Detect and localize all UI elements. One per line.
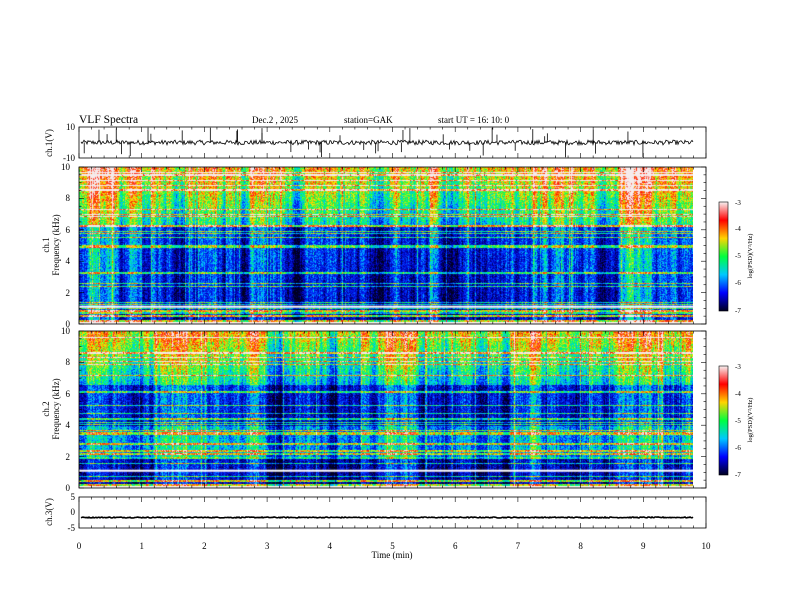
ch2-spectrogram-image [79,331,693,488]
ch2-ytick-10: 10 [61,326,71,336]
xtick-6: 6 [453,541,458,551]
ch1-frequency-label: Frequency (kHz) [51,214,61,275]
ch1-ytick-4: 4 [66,256,71,266]
ch2-colorbar: -3 -4 -5 -6 -7 log(PSD)(V²/Hz) [718,363,754,479]
ch1-ytick-bottom: -10 [63,153,75,163]
ch1-cb-tick-5: -5 [735,252,741,260]
ch2-cb-tick-7: -7 [735,471,741,479]
xtick-8: 8 [578,541,583,551]
ch2-ytick-6: 6 [66,389,71,399]
ch3-waveform-line [80,515,694,519]
xtick-5: 5 [390,541,395,551]
ch1-ytick-0: 0 [66,319,71,329]
ch2-colorbar-label: log(PSD)(V²/Hz) [747,398,754,443]
xtick-10: 10 [702,541,712,551]
date-label: Dec.2 , 2025 [252,115,298,125]
tick-marks [78,127,707,528]
ch1-ytick-6: 6 [66,225,71,235]
ch1-waveform-line [80,138,694,147]
xtick-1: 1 [139,541,144,551]
ch1-colorbar: -3 -4 -5 -6 -7 log(PSD)(V²/Hz) [718,199,754,315]
ch2-ytick-2: 2 [66,452,71,462]
ch3-ylabel: ch.3(V) [44,498,54,526]
xtick-2: 2 [202,541,207,551]
ch1-spectrogram-panel: 0 2 4 6 8 10 ch.1 Frequency (kHz) [41,162,707,329]
xtick-4: 4 [328,541,333,551]
ch2-cb-tick-6: -6 [735,444,741,452]
ch2-channel-label: ch.2 [41,401,51,416]
ch3-frame [78,496,707,529]
ch2-cb-tick-4: -4 [735,390,741,398]
ch3-ytick-bottom: -5 [68,523,76,533]
ch1-cb-tick-3: -3 [735,199,741,207]
ch2-colorbar-gradient [718,365,729,476]
xtick-3: 3 [265,541,270,551]
start-time-label: start UT = 16: 10: 0 [438,115,510,125]
ch1-ytick-10: 10 [61,162,71,172]
ch1-colorbar-label: log(PSD)(V²/Hz) [747,234,754,279]
xtick-0: 0 [77,541,82,551]
ch1-channel-label: ch.1 [41,237,51,252]
xtick-9: 9 [641,541,646,551]
ch2-ytick-8: 8 [66,357,71,367]
ch2-cb-tick-3: -3 [735,363,741,371]
xtick-7: 7 [516,541,521,551]
figure-title: VLF Spectra [79,114,138,126]
ch1-cb-tick-7: -7 [735,307,741,315]
ch2-cb-tick-5: -5 [735,417,741,425]
ch2-ytick-0: 0 [66,483,71,493]
x-axis-label: Time (min) [372,550,413,560]
time-axis: 0 1 2 3 4 5 6 7 8 9 10 Time (min) [77,541,711,560]
ch1-cb-tick-6: -6 [735,279,741,287]
ch2-ytick-4: 4 [66,420,71,430]
ch2-frequency-label: Frequency (kHz) [51,378,61,439]
ch2-spectrogram-panel: 0 2 4 6 8 10 ch.2 Frequency (kHz) [41,326,707,493]
ch1-spikes [83,127,644,158]
station-label: station=GAK [344,115,393,125]
ch1-ytick-8: 8 [66,193,71,203]
ch1-ytick-2: 2 [66,288,71,298]
ch1-spectrogram-image [79,167,693,324]
ch1-colorbar-gradient [718,201,729,312]
ch1-waveform-panel: 10 -10 ch.1(V) [44,122,707,163]
ch3-waveform-panel: 5 0 -5 ch.3(V) [44,492,707,533]
ch1-ytick-top: 10 [66,122,76,132]
ch1-cb-tick-4: -4 [735,225,741,233]
ch1-ylabel: ch.1(V) [44,129,54,157]
ch3-ytick-top: 5 [71,492,76,502]
ch3-ytick-mid: 0 [71,507,76,517]
